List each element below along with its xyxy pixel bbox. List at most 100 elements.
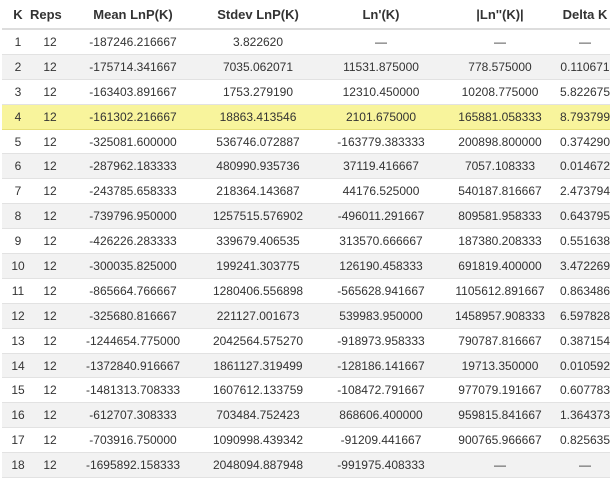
table-row[interactable]: 14 12 -1372840.916667 1861127.319499 -128186… (2, 353, 610, 379)
cell-reps: 12 (30, 153, 70, 180)
cell-k: 1 (2, 29, 30, 55)
cell-ln-prime: -918973.958333 (320, 328, 442, 354)
column-header-reps[interactable]: Reps (30, 0, 70, 30)
cell-delta-k: 0.863486 (558, 278, 610, 304)
cell-delta-k: 0.014672 (558, 153, 610, 180)
table-row[interactable]: 1 12 -187246.216667 3.822620— — — (2, 29, 610, 55)
cell-k: 18 (2, 452, 30, 478)
column-header-k[interactable]: K (2, 0, 30, 30)
column-header-delta-k[interactable]: Delta K (558, 0, 610, 30)
table-row[interactable]: 9 12 -426226.283333 339679.406535 313570.666… (2, 228, 610, 255)
cell-stdev-lnp: 218364.143687 (196, 178, 320, 205)
table-row[interactable]: 11 12 -865664.766667 1280406.556898 -565628.… (2, 278, 610, 304)
cell-reps: 12 (30, 377, 70, 404)
cell-ln-double-prime: 790787.816667 (442, 328, 558, 354)
table-row[interactable]: 13 12 -1244654.775000 2042564.575270 -918973… (2, 328, 610, 354)
table-row[interactable]: 10 12 -300035.825000 199241.303775 126190.45… (2, 253, 610, 279)
cell-stdev-lnp: 339679.406535 (196, 228, 320, 255)
cell-k: 12 (2, 303, 30, 329)
cell-stdev-lnp: 1861127.319499 (196, 353, 320, 379)
cell-delta-k: 0.010592 (558, 353, 610, 379)
cell-delta-k: 0.387154 (558, 328, 610, 354)
cell-ln-double-prime: 7057.108333 (442, 153, 558, 180)
cell-delta-k: 0.607783 (558, 377, 610, 404)
cell-k: 5 (2, 129, 30, 155)
cell-ln-prime: 11531.875000 (320, 54, 442, 80)
cell-reps: 12 (30, 228, 70, 255)
cell-k: 4 (2, 103, 30, 130)
cell-stdev-lnp: 536746.072887 (196, 129, 320, 155)
cell-delta-k: 0.374290 (558, 129, 610, 155)
cell-ln-double-prime: — (442, 29, 558, 55)
cell-k: 13 (2, 328, 30, 354)
cell-reps: 12 (30, 79, 70, 105)
cell-mean-lnp: -300035.825000 (70, 253, 196, 279)
cell-stdev-lnp: 2042564.575270 (196, 328, 320, 354)
table-row[interactable]: 4 12 -161302.216667 18863.413546 2101.675000… (2, 103, 610, 130)
cell-k: 17 (2, 427, 30, 454)
cell-stdev-lnp: 1607612.133759 (196, 377, 320, 404)
cell-mean-lnp: -1695892.158333 (70, 452, 196, 478)
cell-ln-double-prime: 19713.350000 (442, 353, 558, 379)
table-row[interactable]: 6 12 -287962.183333 480990.935736 37119.4166… (2, 153, 610, 180)
cell-k: 6 (2, 153, 30, 180)
cell-ln-prime: 37119.416667 (320, 153, 442, 180)
cell-stdev-lnp: 3.822620 (196, 29, 320, 55)
cell-k: 3 (2, 79, 30, 105)
table-row[interactable]: 16 12 -612707.308333 703484.752423 868606.40… (2, 402, 610, 429)
cell-mean-lnp: -1372840.916667 (70, 353, 196, 379)
cell-k: 7 (2, 178, 30, 205)
cell-stdev-lnp: 480990.935736 (196, 153, 320, 180)
cell-ln-prime: 539983.950000 (320, 303, 442, 329)
table-header-row: K Reps Mean LnP(K) Stdev LnP(K) Ln'(K) |… (2, 0, 610, 30)
cell-ln-double-prime: 200898.800000 (442, 129, 558, 155)
table-row[interactable]: 5 12 -325081.600000 536746.072887 -163779.38… (2, 129, 610, 155)
cell-ln-prime: 2101.675000 (320, 103, 442, 130)
cell-reps: 12 (30, 278, 70, 304)
cell-ln-double-prime: 959815.841667 (442, 402, 558, 429)
cell-reps: 12 (30, 178, 70, 205)
cell-ln-double-prime: 10208.775000 (442, 79, 558, 105)
cell-ln-double-prime: 1458957.908333 (442, 303, 558, 329)
cell-ln-double-prime: 778.575000 (442, 54, 558, 80)
cell-delta-k: — (558, 29, 610, 55)
cell-mean-lnp: -325680.816667 (70, 303, 196, 329)
cell-k: 15 (2, 377, 30, 404)
cell-stdev-lnp: 221127.001673 (196, 303, 320, 329)
cell-reps: 12 (30, 203, 70, 230)
cell-reps: 12 (30, 129, 70, 155)
cell-ln-prime: -163779.383333 (320, 129, 442, 155)
cell-ln-prime: — (320, 29, 442, 55)
cell-mean-lnp: -325081.600000 (70, 129, 196, 155)
table-row[interactable]: 18 12 -1695892.158333 2048094.887948 -991975… (2, 452, 610, 478)
cell-reps: 12 (30, 29, 70, 55)
cell-mean-lnp: -612707.308333 (70, 402, 196, 429)
cell-ln-prime: 44176.525000 (320, 178, 442, 205)
cell-mean-lnp: -243785.658333 (70, 178, 196, 205)
cell-ln-double-prime: 165881.058333 (442, 103, 558, 130)
cell-ln-double-prime: 900765.966667 (442, 427, 558, 454)
cell-ln-prime: -91209.441667 (320, 427, 442, 454)
cell-reps: 12 (30, 54, 70, 80)
cell-reps: 12 (30, 303, 70, 329)
column-header-stdev-lnp[interactable]: Stdev LnP(K) (196, 0, 320, 30)
cell-ln-prime: 868606.400000 (320, 402, 442, 429)
cell-ln-prime: 313570.666667 (320, 228, 442, 255)
cell-mean-lnp: -175714.341667 (70, 54, 196, 80)
table-row[interactable]: 2 12 -175714.341667 7035.062071 11531.875000… (2, 54, 610, 80)
column-header-ln-double-prime[interactable]: |Ln''(K)| (442, 0, 558, 30)
table-row[interactable]: 12 12 -325680.816667 221127.001673 539983.95… (2, 303, 610, 329)
table-row[interactable]: 8 12 -739796.950000 1257515.576902 -496011.2… (2, 203, 610, 230)
column-header-ln-prime[interactable]: Ln'(K) (320, 0, 442, 30)
column-header-mean-lnp[interactable]: Mean LnP(K) (70, 0, 196, 30)
cell-k: 16 (2, 402, 30, 429)
table-row[interactable]: 15 12 -1481313.708333 1607612.133759 -108472… (2, 377, 610, 404)
cell-ln-prime: 12310.450000 (320, 79, 442, 105)
table-row[interactable]: 7 12 -243785.658333 218364.143687 44176.5250… (2, 178, 610, 205)
table-row[interactable]: 17 12 -703916.750000 1090998.439342 -91209.4… (2, 427, 610, 454)
cell-mean-lnp: -187246.216667 (70, 29, 196, 55)
table-row[interactable]: 3 12 -163403.891667 1753.279190 12310.450000… (2, 79, 610, 105)
cell-reps: 12 (30, 328, 70, 354)
cell-ln-double-prime: 809581.958333 (442, 203, 558, 230)
